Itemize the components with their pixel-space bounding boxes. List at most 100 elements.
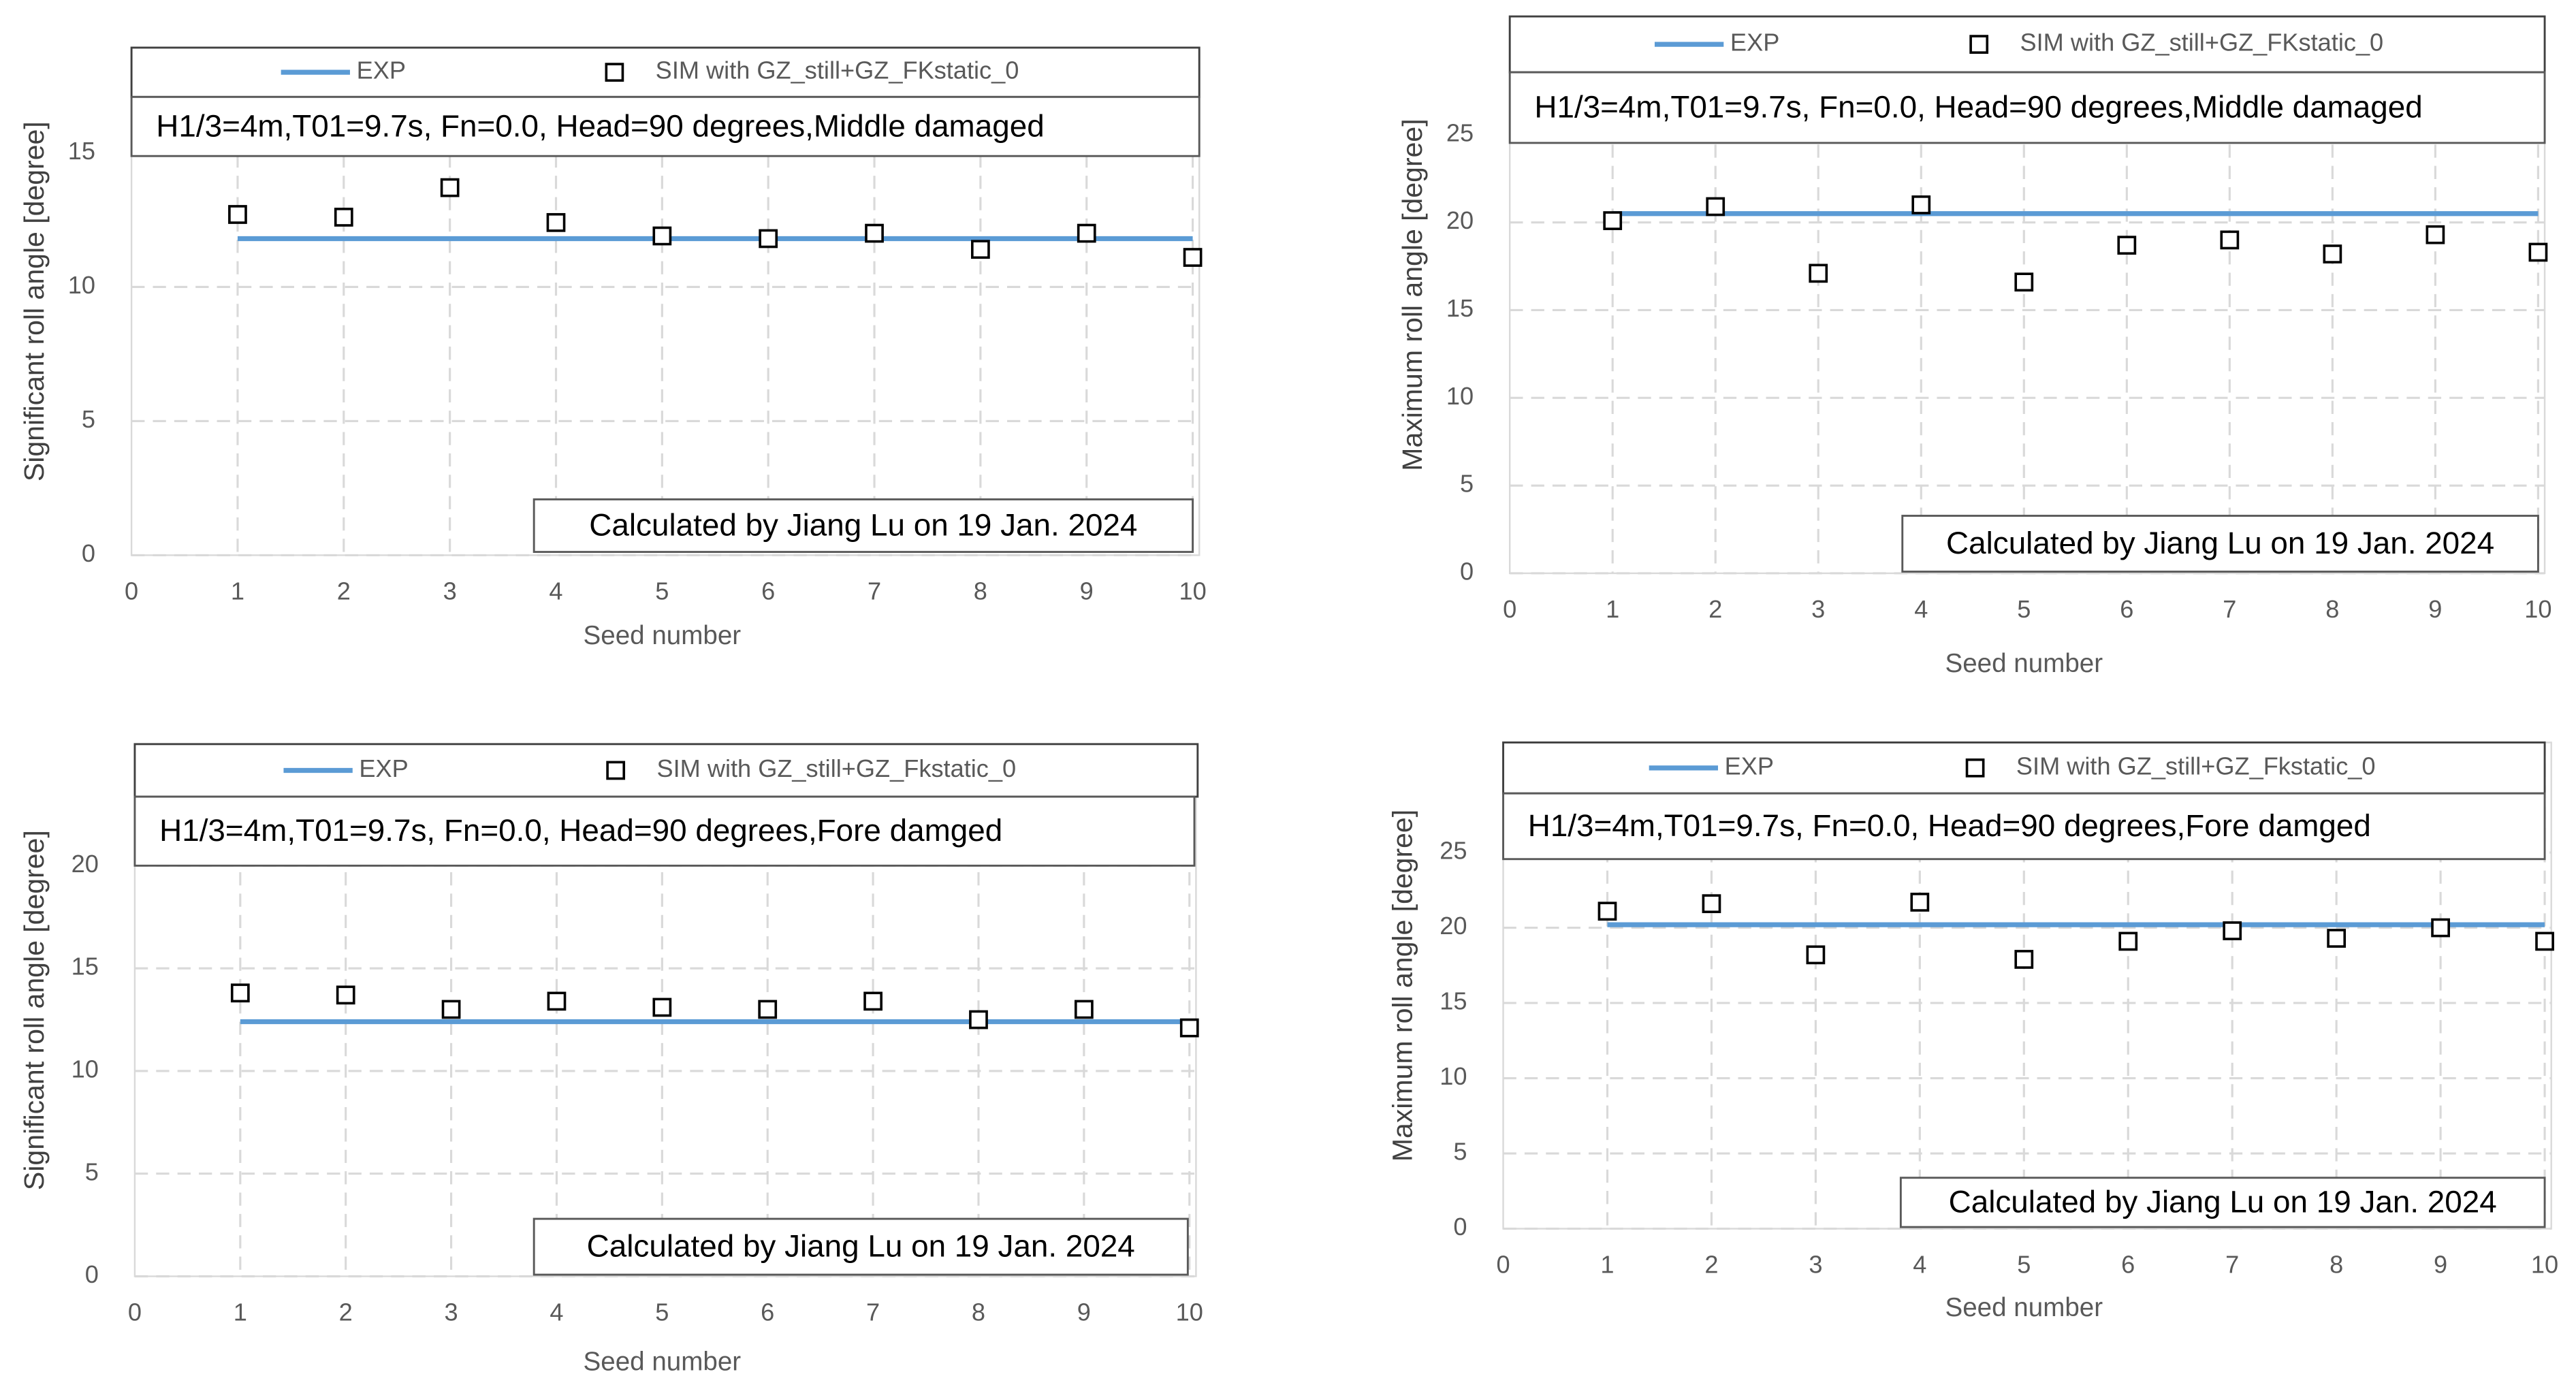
x-tick-label: 9 xyxy=(1077,1298,1091,1326)
subtitle-box xyxy=(130,95,1200,157)
annotation-box xyxy=(1899,1177,2546,1228)
y-tick-label: 15 xyxy=(1440,987,1467,1015)
sim-marker xyxy=(2014,950,2034,969)
x-tick-label: 10 xyxy=(1176,1298,1203,1326)
legend-label: SIM with GZ_still+GZ_Fkstatic_0 xyxy=(2016,752,2376,780)
y-tick-label: 5 xyxy=(1453,1138,1467,1166)
y-axis-label: Maximum roll angle [degree] xyxy=(1387,810,1418,1162)
y-tick-label: 10 xyxy=(68,271,95,299)
sim-marker xyxy=(1179,1018,1199,1038)
x-tick-label: 10 xyxy=(2531,1251,2558,1279)
x-tick-label: 2 xyxy=(339,1298,353,1326)
sim-marker xyxy=(1603,211,1623,230)
x-tick-label: 0 xyxy=(1503,595,1516,623)
legend-label: EXP xyxy=(1730,29,1779,57)
legend-marker xyxy=(1969,35,1989,54)
sim-marker xyxy=(547,991,567,1011)
x-tick-label: 3 xyxy=(1809,1251,1822,1279)
x-tick-label: 1 xyxy=(231,577,244,605)
y-tick-label: 0 xyxy=(1453,1213,1467,1241)
subtitle-box xyxy=(1502,792,2546,861)
legend-marker xyxy=(605,63,624,82)
chart-panel: 0 5 10 15 20 25 0 1 2 3 4 5 6 7 8 9 10 Seed number Maximum… xyxy=(1387,741,2558,1322)
sim-marker xyxy=(228,205,247,224)
x-tick-label: 8 xyxy=(974,577,987,605)
sim-marker xyxy=(336,985,355,1005)
x-tick-label: 1 xyxy=(1606,595,1619,623)
y-tick-label: 0 xyxy=(82,539,95,567)
x-tick-label: 3 xyxy=(1811,595,1825,623)
subtitle: H1/3=4m,T01=9.7s, Fn=0.0, Head=90 degree… xyxy=(1528,808,2371,843)
sim-marker xyxy=(2118,931,2138,951)
y-tick-label: 0 xyxy=(85,1260,99,1288)
y-tick-label: 10 xyxy=(1440,1062,1467,1090)
x-tick-label: 4 xyxy=(549,577,562,605)
y-axis-label: Maximum roll angle [degree] xyxy=(1397,118,1428,470)
sim-marker xyxy=(546,212,566,232)
legend-label: EXP xyxy=(359,754,408,782)
chart-panel: 0 5 10 15 20 0 1 2 3 4 5 6 7 8 9 10 Seed number Significa… xyxy=(18,743,1203,1377)
subtitle: H1/3=4m,T01=9.7s, Fn=0.0, Head=90 degree… xyxy=(159,813,1002,848)
x-tick-label: 0 xyxy=(128,1298,142,1326)
x-tick-label: 4 xyxy=(1914,595,1928,623)
annotation-box xyxy=(532,498,1194,554)
annotation: Calculated by Jiang Lu on 19 Jan. 2024 xyxy=(1949,1184,2497,1219)
x-tick-label: 2 xyxy=(1708,595,1722,623)
y-tick-label: 25 xyxy=(1446,118,1474,146)
legend-marker xyxy=(1965,758,1985,778)
x-tick-label: 7 xyxy=(2223,595,2236,623)
x-tick-label: 10 xyxy=(2524,595,2551,623)
sim-marker xyxy=(440,178,460,197)
y-axis-label: Significant roll angle [degree] xyxy=(18,121,50,481)
x-tick-label: 2 xyxy=(1704,1251,1718,1279)
chart-panel: 0 5 10 15 20 25 0 1 2 3 4 5 6 7 8 9 10 Seed number Maximum… xyxy=(1397,15,2552,678)
sim-marker xyxy=(230,983,250,1003)
y-tick-label: 20 xyxy=(1440,912,1467,940)
y-tick-label: 15 xyxy=(1446,294,1474,322)
annotation-box xyxy=(1901,515,2539,573)
sim-marker xyxy=(1074,1000,1094,1019)
subtitle: H1/3=4m,T01=9.7s, Fn=0.0, Head=90 degree… xyxy=(156,108,1044,143)
sim-marker xyxy=(2323,244,2342,264)
sim-marker xyxy=(969,1010,988,1029)
chart-panel: 0 5 10 15 0 1 2 3 4 5 6 7 8 9 10 Seed number Significant… xyxy=(18,46,1207,650)
x-tick-label: 4 xyxy=(1913,1251,1926,1279)
subtitle-box xyxy=(133,795,1196,867)
x-tick-label: 9 xyxy=(2434,1251,2447,1279)
x-tick-label: 9 xyxy=(1080,577,1094,605)
x-tick-label: 2 xyxy=(337,577,351,605)
x-axis-label: Seed number xyxy=(1945,649,2103,678)
x-tick-label: 3 xyxy=(443,577,457,605)
legend-marker xyxy=(606,761,626,780)
x-tick-label: 10 xyxy=(1179,577,1206,605)
y-tick-label: 15 xyxy=(68,137,95,165)
x-tick-label: 5 xyxy=(655,577,669,605)
legend-label: SIM with GZ_still+GZ_FKstatic_0 xyxy=(2020,29,2384,57)
annotation: Calculated by Jiang Lu on 19 Jan. 2024 xyxy=(587,1229,1135,1264)
y-tick-label: 5 xyxy=(1460,470,1474,498)
x-tick-label: 9 xyxy=(2428,595,2442,623)
x-axis-label: Seed number xyxy=(1945,1293,2103,1322)
sim-marker xyxy=(1702,894,1721,914)
sim-marker xyxy=(1911,195,1931,214)
sim-marker xyxy=(1706,197,1726,217)
sim-marker xyxy=(971,240,990,259)
x-tick-label: 8 xyxy=(972,1298,985,1326)
sim-marker xyxy=(652,997,672,1017)
y-tick-label: 0 xyxy=(1460,558,1474,586)
y-axis-label: Significant roll angle [degree] xyxy=(18,830,50,1190)
sim-marker xyxy=(2431,918,2450,938)
sim-marker xyxy=(2426,225,2445,244)
x-tick-label: 7 xyxy=(2225,1251,2239,1279)
x-tick-label: 1 xyxy=(1600,1251,1614,1279)
sim-marker xyxy=(2528,242,2548,262)
annotation: Calculated by Jiang Lu on 19 Jan. 2024 xyxy=(589,508,1137,543)
legend-label: EXP xyxy=(357,57,406,84)
annotation-box xyxy=(532,1217,1189,1276)
legend-label: EXP xyxy=(1725,752,1774,780)
x-tick-label: 5 xyxy=(2017,595,2031,623)
subtitle: H1/3=4m,T01=9.7s, Fn=0.0, Head=90 degree… xyxy=(1534,90,2422,125)
y-tick-label: 5 xyxy=(82,405,95,433)
